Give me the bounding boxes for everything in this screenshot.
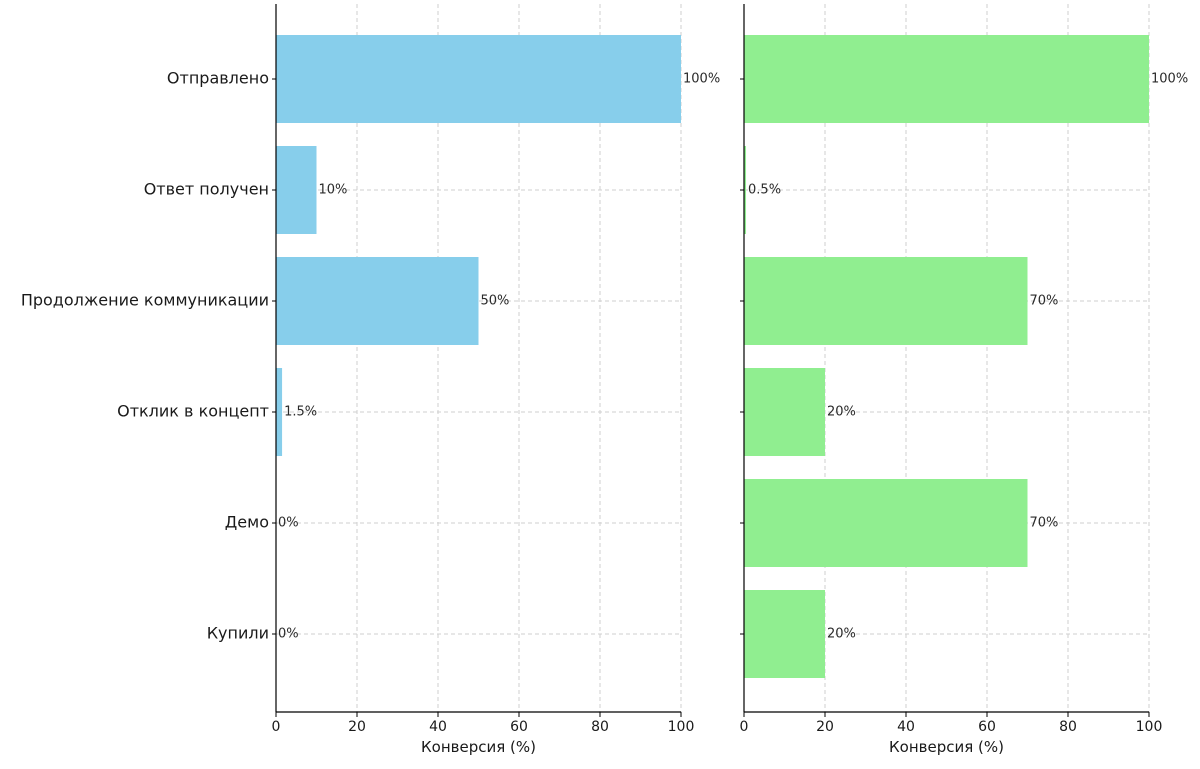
data-label: 70% xyxy=(1030,516,1059,531)
data-label: 20% xyxy=(827,405,856,420)
data-label: 0.5% xyxy=(748,183,781,198)
x-tick-label: 100 xyxy=(1136,719,1163,735)
data-label: 1.5% xyxy=(284,405,317,420)
category-label: Отправлено xyxy=(167,69,269,88)
data-label: 0% xyxy=(278,516,299,531)
bar-2-2 xyxy=(744,146,747,234)
x-tick-label: 40 xyxy=(429,719,447,735)
data-label: 20% xyxy=(827,627,856,642)
chart-panel-2: 100% 0.5% 70% 20% 70% 20% 0 20 40 60 80 100 Конверси… xyxy=(740,4,1188,756)
category-label: Демо xyxy=(225,513,269,532)
x-tick-label: 80 xyxy=(1059,719,1077,735)
bar-2-5 xyxy=(744,479,1028,567)
data-label: 100% xyxy=(683,72,720,87)
x-tick-label: 80 xyxy=(591,719,609,735)
data-label: 70% xyxy=(1030,294,1059,309)
bar-2-3 xyxy=(744,257,1028,345)
x-tick-label: 40 xyxy=(897,719,915,735)
category-label: Продолжение коммуникации xyxy=(21,291,269,310)
data-label: 10% xyxy=(319,183,348,198)
data-label: 100% xyxy=(1151,72,1188,87)
bar-2-1 xyxy=(744,35,1149,123)
bar-2-4 xyxy=(744,368,825,456)
x-tick-label: 60 xyxy=(510,719,528,735)
bar-1-3 xyxy=(276,257,479,345)
bar-2-6 xyxy=(744,590,825,678)
x-tick-label: 60 xyxy=(978,719,996,735)
x-tick-label: 0 xyxy=(272,719,281,735)
category-label: Ответ получен xyxy=(144,180,269,199)
x-tick-label: 20 xyxy=(348,719,366,735)
x-tick-label: 0 xyxy=(740,719,749,735)
bar-1-1 xyxy=(276,35,681,123)
bar-1-4 xyxy=(276,368,283,456)
chart-panel-1: 100% 10% 50% 1.5% 0% 0% 0 20 40 60 80 100 Конверсия … xyxy=(21,4,720,756)
bar-1-2 xyxy=(276,146,317,234)
data-label: 0% xyxy=(278,627,299,642)
data-label: 50% xyxy=(481,294,510,309)
category-label: Отклик в концепт xyxy=(117,402,269,421)
category-label: Купили xyxy=(207,624,269,643)
x-tick-label: 100 xyxy=(668,719,695,735)
x-axis-title: Конверсия (%) xyxy=(421,738,536,756)
x-tick-label: 20 xyxy=(816,719,834,735)
x-axis-title: Конверсия (%) xyxy=(889,738,1004,756)
